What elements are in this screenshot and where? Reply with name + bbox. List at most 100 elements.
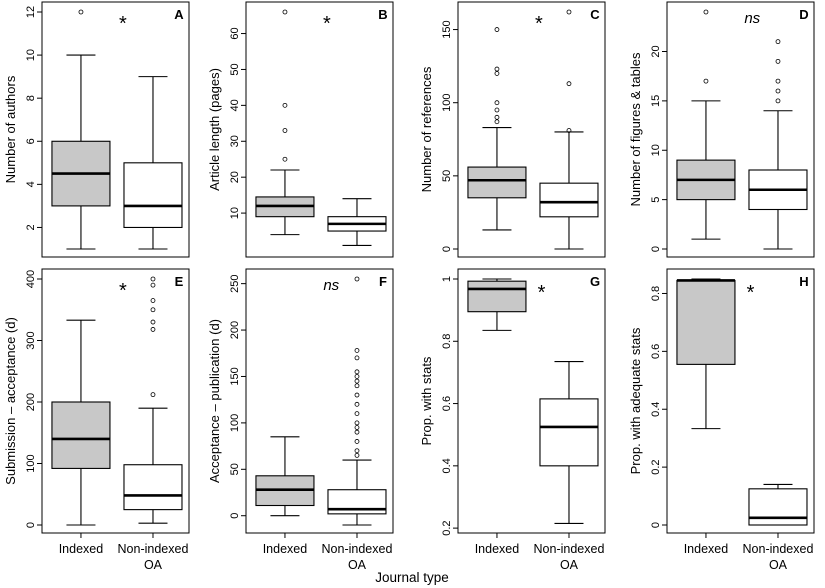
y-axis-label: Acceptance – publication (d) [207, 319, 222, 483]
y-tick-label: 300 [25, 331, 37, 349]
outlier-point [354, 276, 360, 282]
outlier-point [494, 114, 500, 120]
y-axis-label: Prop. with stats [419, 356, 434, 445]
box-indexed [255, 9, 315, 236]
y-tick-label: 12 [25, 6, 37, 18]
outlier-point [494, 119, 500, 125]
plot-frame [245, 1, 394, 258]
iqr-box [539, 398, 599, 467]
plot-frame [457, 1, 606, 258]
outlier-point [566, 128, 572, 133]
x-category-line: Non-indexed [743, 542, 814, 556]
outlier-point [775, 98, 781, 104]
y-tick-label: 20 [650, 45, 662, 57]
y-tick-label: 100 [229, 414, 241, 432]
y-tick-label: 1 [441, 276, 453, 282]
outlier-point [150, 392, 156, 398]
outlier-point [150, 298, 156, 303]
outlier-point [354, 369, 360, 375]
plot-frame [41, 1, 190, 258]
y-tick-label: 0.6 [650, 344, 662, 359]
y-tick-label: 0 [25, 522, 37, 528]
outlier-point [282, 9, 288, 15]
iqr-box [676, 279, 736, 365]
plot-frame [666, 1, 815, 258]
panel-d: 0 5 10 15 20 Number of figures & tables Dns [628, 1, 815, 258]
significance-marker: * [538, 282, 546, 304]
significance-marker: * [535, 13, 543, 35]
box-non-indexed-oa [539, 360, 599, 524]
y-axis-label: Submission – acceptance (d) [3, 317, 18, 485]
panel-letter: D [799, 7, 808, 22]
plot-frame [666, 268, 815, 534]
y-axis-label: Number of references [419, 66, 434, 192]
y-tick-label: 0 [441, 246, 453, 252]
y-tick-label: 0.8 [441, 334, 453, 349]
box-indexed [255, 436, 315, 517]
significance-marker: * [323, 13, 331, 35]
panel-letter: F [379, 274, 387, 289]
outlier-point [354, 411, 360, 417]
box-non-indexed-oa [327, 198, 387, 246]
outlier-point [703, 78, 709, 84]
y-tick-label: 15 [650, 95, 662, 107]
box-non-indexed-oa [748, 483, 808, 526]
y-tick-label: 250 [229, 274, 241, 292]
y-tick-label: 0 [650, 522, 662, 528]
outlier-point [354, 401, 360, 407]
y-tick-label: 50 [441, 170, 453, 182]
y-tick-label: 2 [25, 224, 37, 230]
y-tick-label: 50 [229, 463, 241, 475]
panel-letter: C [590, 7, 600, 22]
box-non-indexed-oa [123, 276, 183, 524]
box-indexed [467, 278, 527, 331]
panel-f: 0 50 100 150 200 250 Acceptance – publication … [207, 268, 394, 572]
y-tick-label: 400 [25, 270, 37, 288]
y-tick-label: 200 [25, 393, 37, 411]
y-axis-label: Prop. with adequate stats [628, 327, 643, 474]
x-category-label: Non-indexed OA [534, 542, 605, 572]
y-tick-label: 0.4 [650, 402, 662, 417]
outlier-point [775, 58, 781, 64]
y-tick-label: 30 [229, 135, 241, 147]
plot-frame [41, 268, 190, 534]
box-non-indexed-oa [748, 39, 808, 250]
outlier-point [494, 107, 500, 113]
x-category-label: Non-indexed OA [322, 542, 393, 572]
y-tick-label: 10 [25, 49, 37, 61]
iqr-box [467, 280, 527, 313]
outlier-point [78, 9, 84, 15]
box-indexed [51, 319, 111, 526]
outlier-point [150, 327, 156, 332]
outlier-point [494, 27, 500, 32]
plot-frame [245, 268, 394, 534]
outlier-point [354, 439, 360, 444]
x-category-line: OA [348, 558, 367, 572]
outlier-point [354, 448, 360, 454]
panel-b: 10 20 30 40 50 60 Article length (pages) B * [207, 1, 394, 258]
panel-letter: A [174, 7, 184, 22]
outlier-point [775, 88, 781, 94]
panel-letter: E [175, 274, 184, 289]
outlier-point [354, 452, 360, 458]
box-indexed [676, 9, 736, 240]
significance-marker: * [747, 282, 755, 304]
outlier-point [150, 319, 156, 325]
y-tick-label: 150 [229, 367, 241, 385]
outlier-point [354, 374, 360, 379]
y-tick-label: 20 [229, 171, 241, 183]
outlier-point [354, 420, 360, 426]
outlier-point [354, 425, 360, 430]
x-category-line: OA [560, 558, 579, 572]
x-category-line: Non-indexed [118, 542, 189, 556]
y-tick-label: 10 [229, 207, 241, 219]
y-axis-label: Number of figures & tables [628, 52, 643, 206]
y-tick-label: 0.2 [650, 459, 662, 474]
y-tick-label: 0 [650, 246, 662, 252]
y-tick-label: 40 [229, 99, 241, 111]
panel-h: 0 0.2 0.4 0.6 0.8 Prop. with adequate stats H *… [628, 268, 815, 572]
x-category-line: Non-indexed [534, 542, 605, 556]
outlier-point [566, 81, 572, 87]
y-tick-label: 50 [229, 63, 241, 75]
figure-x-label: Journal type [375, 570, 449, 585]
